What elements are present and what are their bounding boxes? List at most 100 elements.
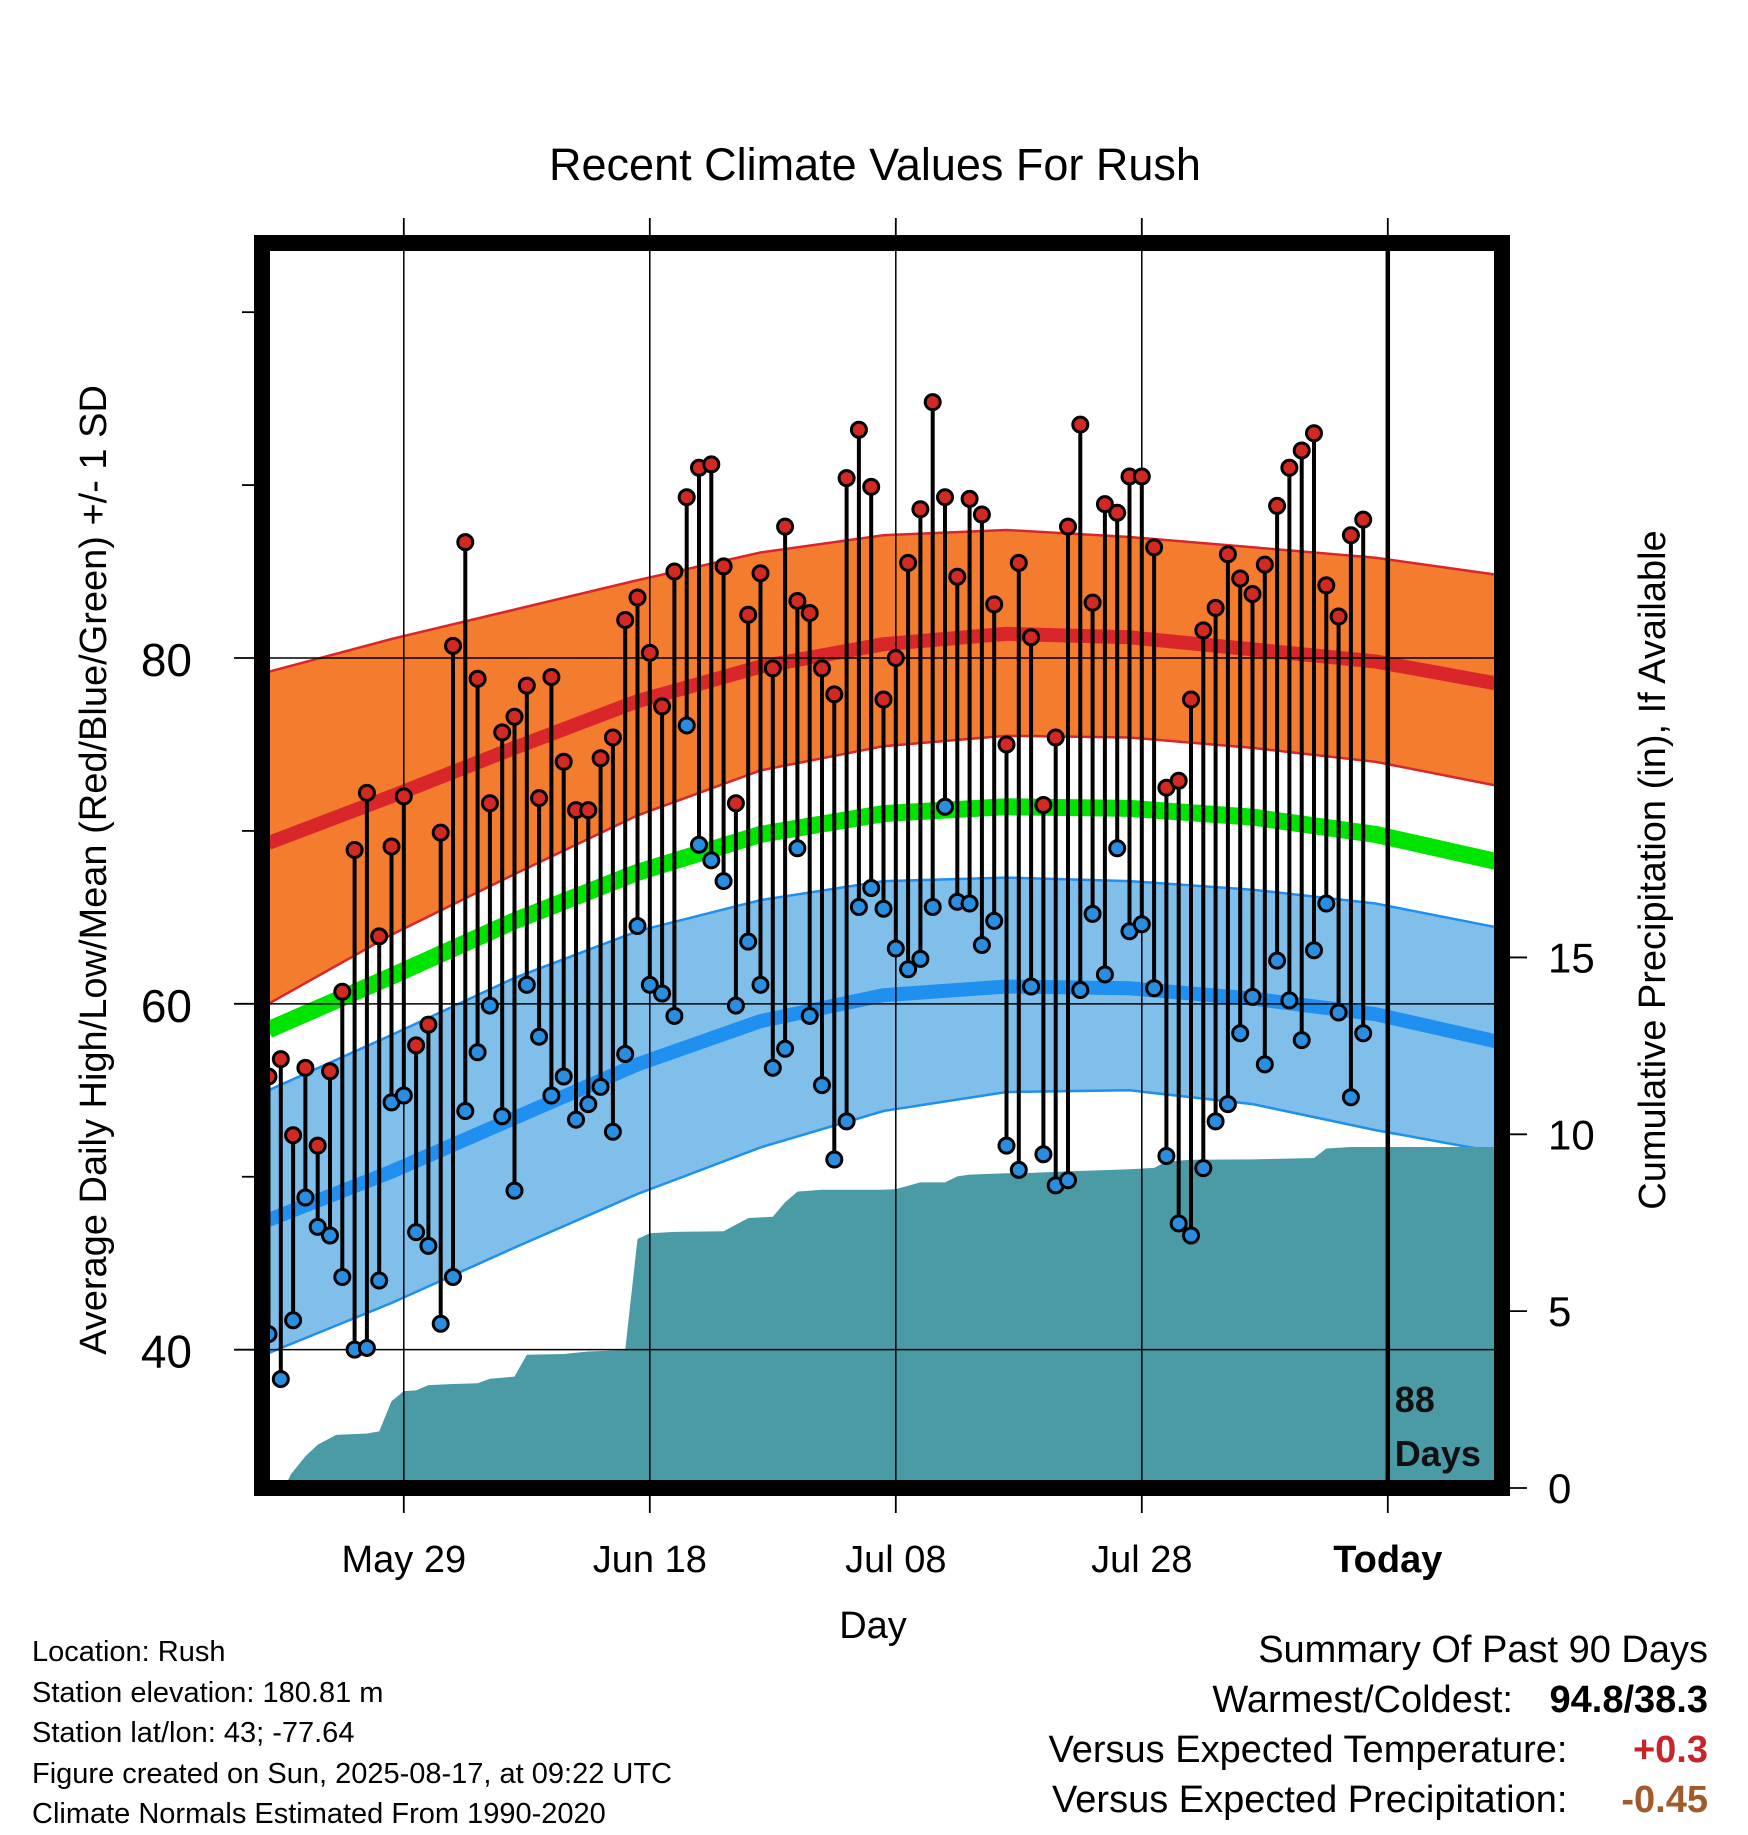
daily-low-point	[1059, 1171, 1077, 1190]
y2-tick-label: 15	[1548, 934, 1595, 981]
daily-high-point	[456, 533, 475, 552]
daily-low-point	[493, 1107, 512, 1126]
normals-text: Climate Normals Estimated From 1990-2020	[32, 1798, 606, 1830]
daily-high-point	[1329, 607, 1348, 626]
daily-high-point	[394, 787, 413, 806]
daily-high-point	[763, 659, 782, 678]
daily-high-point	[1071, 415, 1090, 434]
daily-high-point	[911, 500, 930, 519]
daily-high-point	[382, 837, 401, 856]
daily-low-point	[788, 839, 807, 858]
daily-high-point	[837, 469, 856, 488]
daily-low-point	[321, 1226, 339, 1245]
daily-high-point	[677, 488, 696, 507]
daily-low-point	[640, 975, 659, 994]
elevation-text: Station elevation: 180.81 m	[32, 1676, 384, 1709]
daily-high-point	[1280, 458, 1299, 477]
precip-label: Versus Expected Precipitation:	[1052, 1779, 1568, 1821]
summary-title: Summary Of Past 90 Days	[1258, 1629, 1708, 1671]
daily-high-point	[886, 649, 905, 667]
daily-low-point	[837, 1112, 856, 1131]
x-tick-label: May 29	[341, 1539, 466, 1581]
daily-low-point	[370, 1271, 389, 1290]
daily-low-point	[431, 1314, 450, 1333]
daily-low-point	[1317, 894, 1336, 913]
daily-high-point	[1034, 795, 1053, 814]
daily-low-point	[702, 851, 721, 870]
daily-low-point	[677, 716, 696, 735]
daily-high-point	[345, 840, 364, 859]
daily-high-point	[271, 1050, 290, 1069]
daily-low-point	[468, 1043, 487, 1062]
daily-high-point	[468, 669, 487, 688]
daily-low-point	[1132, 915, 1151, 934]
daily-high-point	[739, 605, 758, 624]
daily-high-point	[1268, 496, 1287, 515]
daily-high-point	[1354, 510, 1373, 529]
daily-low-point	[591, 1077, 610, 1096]
daily-low-point	[1108, 839, 1127, 858]
x-axis-label: Day	[839, 1605, 907, 1647]
daily-high-point	[407, 1036, 426, 1055]
daily-low-point	[419, 1236, 438, 1255]
daily-low-point	[985, 911, 1004, 930]
daily-low-point	[394, 1086, 413, 1105]
daily-high-point	[321, 1062, 339, 1081]
daily-low-point	[800, 1006, 819, 1025]
daily-low-point	[1243, 987, 1262, 1006]
daily-low-point	[603, 1122, 622, 1141]
plot-area: 88 Days May 29 Jun 18 Jul 08 Jul 28 Today 40 60 8…	[141, 0, 1595, 1581]
warm-cold-value: 94.8/38.3	[1549, 1679, 1708, 1721]
x-tick-label: Jun 18	[593, 1539, 707, 1581]
daily-high-point	[333, 982, 352, 1001]
daily-low-point	[849, 898, 868, 916]
daily-low-point	[407, 1223, 426, 1242]
x-tick-label: Jul 28	[1091, 1539, 1192, 1581]
station-info: Location: Rush Station elevation: 180.81…	[32, 1632, 672, 1835]
daily-low-point	[739, 932, 758, 951]
daily-high-point	[960, 489, 979, 508]
daily-low-point	[357, 1338, 376, 1357]
daily-low-point	[911, 949, 930, 968]
daily-low-point	[665, 1006, 684, 1025]
daily-high-point	[702, 455, 721, 474]
daily-high-point	[357, 783, 376, 802]
daily-high-point	[849, 420, 868, 439]
daily-low-point	[960, 894, 979, 913]
daily-high-point	[665, 562, 684, 581]
summary-panel: Summary Of Past 90 Days Warmest/Coldest:…	[1049, 1625, 1708, 1825]
daily-low-point	[616, 1044, 635, 1063]
daily-low-point	[763, 1058, 782, 1077]
daily-low-point	[542, 1086, 561, 1105]
daily-low-point	[936, 797, 954, 816]
daily-high-point	[788, 591, 807, 610]
y2-tick-label: 5	[1548, 1288, 1571, 1335]
x-tick-label: Today	[1333, 1539, 1442, 1581]
daily-high-point	[1380, 0, 1395, 8]
daily-high-point	[370, 927, 389, 946]
daily-high-point	[1243, 585, 1262, 604]
plot-frame	[254, 235, 1510, 1496]
daily-high-point	[1305, 424, 1323, 443]
daily-high-point	[1009, 553, 1028, 572]
daily-high-point	[640, 643, 659, 662]
daily-high-point	[1132, 467, 1151, 486]
daily-low-point	[862, 878, 881, 897]
daily-low-point	[1034, 1145, 1053, 1164]
daily-high-point	[899, 553, 918, 572]
daily-high-point	[653, 697, 672, 716]
daily-low-point	[874, 899, 893, 918]
daily-high-point	[726, 794, 745, 813]
daily-high-point	[296, 1058, 315, 1077]
daily-high-point	[579, 801, 598, 820]
daily-high-point	[1317, 576, 1336, 595]
daily-low-point	[1145, 979, 1164, 998]
high-sd-upper-edge	[268, 528, 1499, 674]
daily-high-point	[628, 588, 647, 607]
normal-high-line	[266, 626, 1500, 850]
daily-low-point	[714, 872, 733, 891]
daily-low-point	[825, 1150, 844, 1169]
daily-low-point	[1354, 1024, 1373, 1043]
daily-high-point	[1059, 517, 1077, 536]
daily-low-point	[628, 917, 647, 936]
